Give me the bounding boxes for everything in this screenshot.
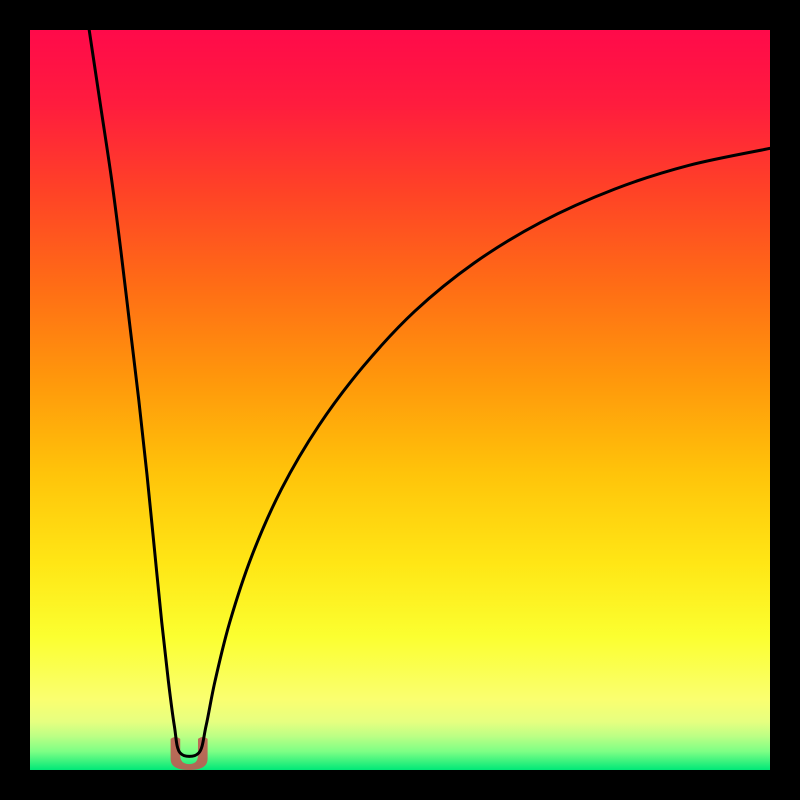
chart-stage: TheBottleneck.com [0,0,800,800]
bottleneck-chart [0,0,800,800]
gradient-background [30,30,770,770]
